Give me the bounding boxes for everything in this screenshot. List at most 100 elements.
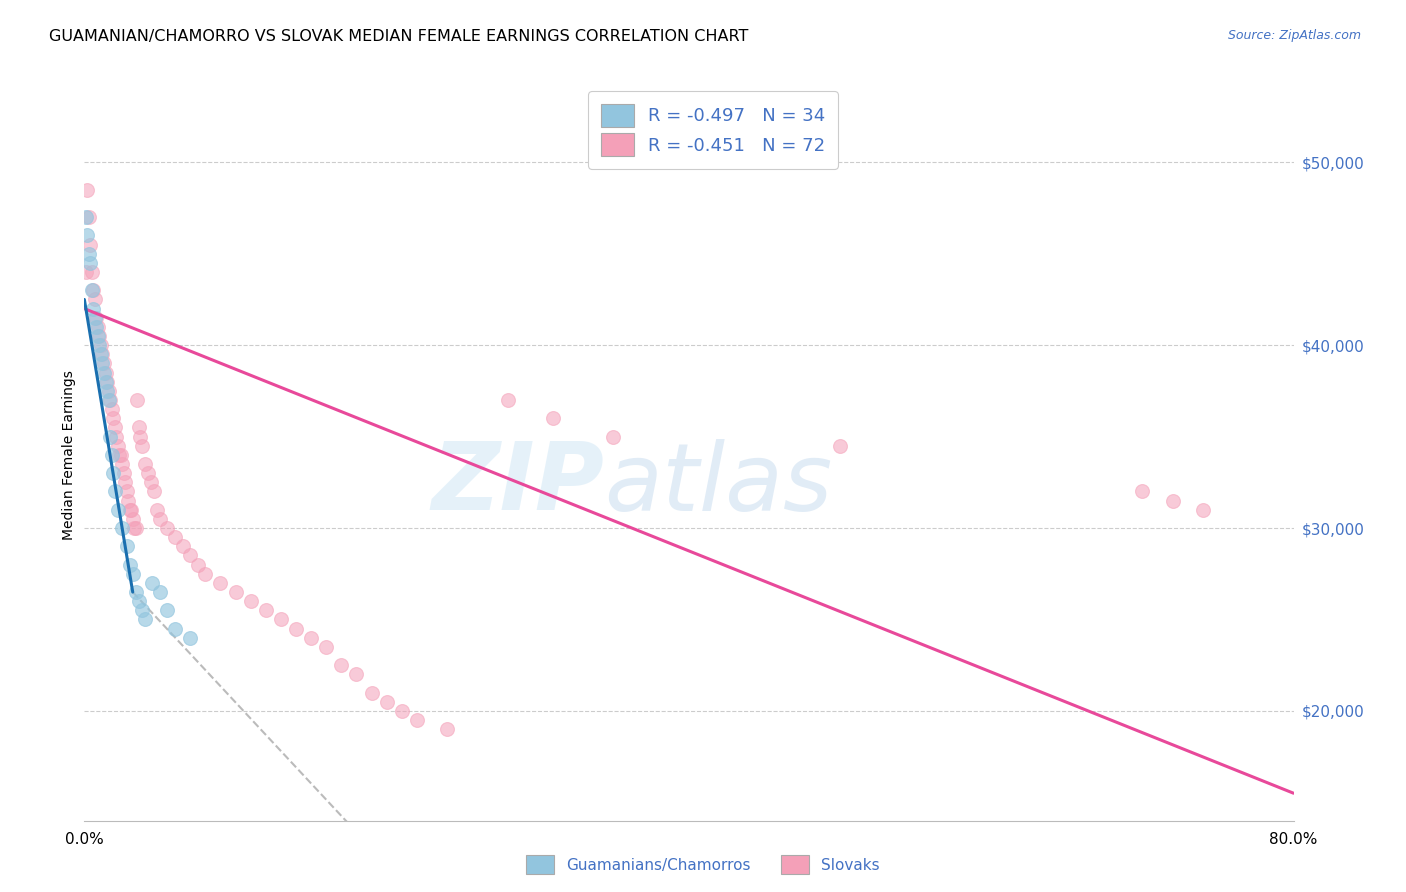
Text: Source: ZipAtlas.com: Source: ZipAtlas.com [1227, 29, 1361, 42]
Point [79, 237, 101, 252]
Point [75, 265, 97, 279]
Point [91, 356, 114, 371]
Point [194, 566, 217, 581]
Point [142, 484, 165, 499]
Text: atlas: atlas [605, 439, 832, 530]
Y-axis label: Median Female Earnings: Median Female Earnings [62, 370, 76, 540]
Point [98, 429, 121, 443]
Point [110, 448, 132, 462]
Point [128, 420, 150, 434]
Point [134, 457, 156, 471]
Point [172, 539, 194, 553]
Point [93, 366, 115, 380]
Point [125, 521, 148, 535]
Point [111, 521, 134, 535]
Point [77, 211, 100, 225]
Point [131, 439, 153, 453]
Point [105, 429, 128, 443]
Point [104, 420, 127, 434]
Point [90, 338, 112, 352]
Point [115, 539, 138, 553]
Point [225, 585, 247, 599]
Point [146, 502, 169, 516]
Point [346, 667, 368, 681]
Point [96, 384, 118, 398]
Point [98, 392, 121, 407]
Point [84, 310, 107, 325]
Text: GUAMANIAN/CHAMORRO VS SLOVAK MEDIAN FEMALE EARNINGS CORRELATION CHART: GUAMANIAN/CHAMORRO VS SLOVAK MEDIAN FEMA… [49, 29, 748, 44]
Point [97, 384, 120, 398]
Point [111, 457, 134, 471]
Point [830, 439, 852, 453]
Point [1192, 502, 1215, 516]
Point [1130, 484, 1153, 499]
Point [602, 429, 624, 443]
Point [165, 622, 187, 636]
Point [80, 284, 103, 298]
Point [360, 685, 382, 699]
Point [141, 576, 163, 591]
Point [94, 375, 117, 389]
Point [97, 392, 120, 407]
Point [77, 246, 100, 260]
Point [391, 704, 413, 718]
Point [1161, 493, 1184, 508]
Point [101, 411, 124, 425]
Point [89, 338, 111, 352]
Point [108, 448, 131, 462]
Point [134, 612, 156, 626]
Point [87, 329, 110, 343]
Point [127, 392, 149, 407]
Point [82, 284, 104, 298]
Point [121, 512, 143, 526]
Point [100, 448, 122, 462]
Point [94, 366, 117, 380]
Point [125, 585, 148, 599]
Point [107, 439, 129, 453]
Point [90, 347, 112, 361]
Point [156, 521, 179, 535]
Point [136, 466, 159, 480]
Point [114, 475, 136, 490]
Point [87, 319, 110, 334]
Point [112, 466, 135, 480]
Point [129, 429, 152, 443]
Point [285, 622, 308, 636]
Point [187, 558, 209, 572]
Point [120, 502, 142, 516]
Legend: R = -0.497   N = 34, R = -0.451   N = 72: R = -0.497 N = 34, R = -0.451 N = 72 [588, 91, 838, 169]
Point [84, 293, 107, 307]
Point [270, 612, 292, 626]
Point [541, 411, 564, 425]
Point [89, 329, 111, 343]
Point [76, 228, 98, 243]
Point [149, 585, 172, 599]
Point [131, 603, 153, 617]
Point [315, 640, 337, 654]
Point [93, 356, 115, 371]
Point [156, 603, 179, 617]
Point [406, 713, 429, 727]
Point [330, 658, 353, 673]
Point [179, 549, 201, 563]
Point [80, 265, 103, 279]
Point [121, 566, 143, 581]
Point [91, 347, 114, 361]
Point [96, 375, 118, 389]
Point [254, 603, 277, 617]
Point [179, 631, 201, 645]
Point [100, 402, 122, 417]
Point [82, 301, 104, 316]
Legend: Guamanians/Chamorros, Slovaks: Guamanians/Chamorros, Slovaks [520, 849, 886, 880]
Point [79, 256, 101, 270]
Point [118, 558, 141, 572]
Point [209, 576, 232, 591]
Point [76, 183, 98, 197]
Point [86, 310, 108, 325]
Point [299, 631, 322, 645]
Point [239, 594, 262, 608]
Point [117, 493, 139, 508]
Point [436, 723, 458, 737]
Point [107, 502, 129, 516]
Point [165, 530, 187, 544]
